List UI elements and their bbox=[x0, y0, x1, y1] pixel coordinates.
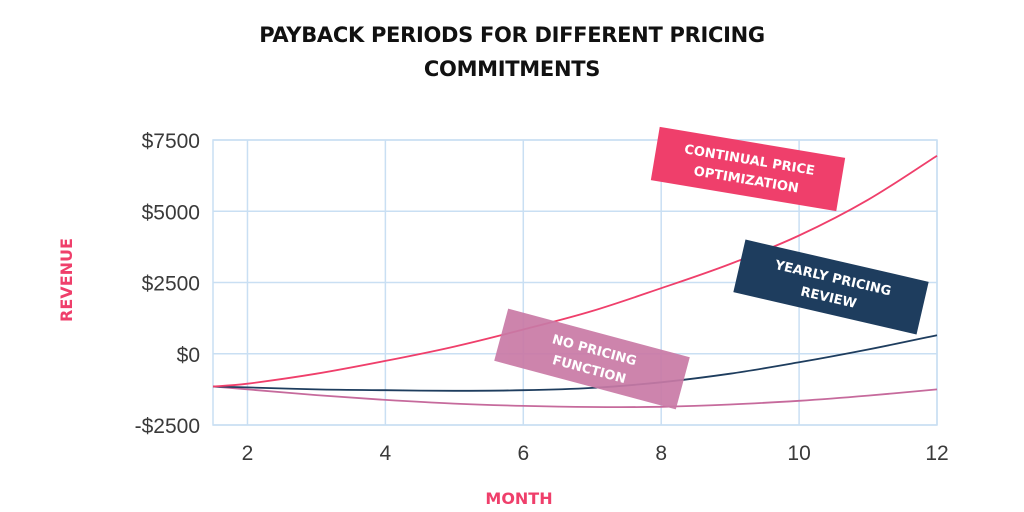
series-label-box bbox=[650, 126, 846, 212]
y-tick-label: -$2500 bbox=[135, 415, 200, 438]
series-line-continual-price-optimization bbox=[212, 154, 938, 388]
x-tick-label: 4 bbox=[380, 442, 392, 465]
x-tick-label: 12 bbox=[925, 442, 948, 465]
series-label-box bbox=[494, 308, 690, 410]
x-tick-label: 10 bbox=[787, 442, 810, 465]
y-axis-label: REVENUE bbox=[57, 238, 76, 322]
x-tick-label: 8 bbox=[655, 442, 667, 465]
y-tick-label: $2500 bbox=[142, 273, 200, 296]
chart-title-line-1: PAYBACK PERIODS FOR DIFFERENT PRICING bbox=[259, 23, 765, 47]
x-tick-label: 2 bbox=[242, 442, 254, 465]
chart-title-line-2: COMMITMENTS bbox=[423, 57, 601, 81]
y-tick-label: $7500 bbox=[142, 130, 200, 153]
x-axis-label: MONTH bbox=[485, 489, 552, 508]
series-label-box bbox=[733, 239, 929, 335]
x-tick-label: 6 bbox=[517, 442, 529, 465]
y-tick-label: $0 bbox=[177, 344, 200, 367]
y-tick-label: $5000 bbox=[142, 201, 200, 224]
series-line-no-pricing-function bbox=[212, 385, 938, 409]
chart-title: PAYBACK PERIODS FOR DIFFERENT PRICING CO… bbox=[0, 18, 1024, 86]
series-line-yearly-pricing-review bbox=[212, 334, 938, 392]
